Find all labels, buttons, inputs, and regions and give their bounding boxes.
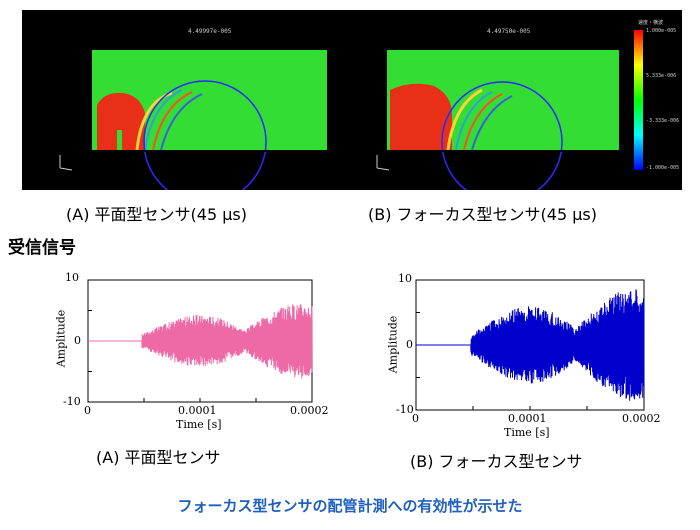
sim-field-a	[92, 50, 327, 204]
colorbar-label-4: -1.000e-005	[646, 165, 680, 171]
plot-a-ylabel: Amplitude	[54, 309, 68, 368]
plot-b-xtick-0: 0	[412, 412, 419, 425]
plot-b: 10 0 -10 0 0.0001 0.0002 Time [s] Amplit…	[370, 270, 670, 445]
plot-b-xlabel: Time [s]	[504, 426, 550, 439]
plot-a-series-line	[88, 304, 313, 379]
plot-b-series-line	[416, 289, 645, 401]
sim-b-caption: (B) フォーカス型センサ(45 μs)	[368, 205, 597, 224]
axis-triad-icon	[59, 155, 73, 171]
colorbar-title: 速度・横波	[638, 20, 664, 26]
sim-a-caption: (A) 平面型センサ(45 μs)	[66, 205, 247, 224]
sim-field-b	[387, 50, 619, 203]
sim-a-title: 4.49997e-005	[188, 28, 232, 35]
plot-a-xlabel: Time [s]	[176, 418, 222, 431]
plot-a-xtick-2: 0.0002	[290, 404, 329, 417]
simulation-panel: 4.49997e-005 4.49750e-005	[22, 10, 682, 204]
plot-b-ytick-top: 10	[398, 272, 412, 285]
plot-b-caption: (B) フォーカス型センサ	[410, 452, 583, 471]
simulation-image: 4.49997e-005 4.49750e-005	[59, 28, 643, 204]
plot-a-xtick-0: 0	[84, 404, 91, 417]
plot-a: 10 0 -10 0 0.0001 0.0002 Time [s] Amplit…	[50, 268, 340, 438]
section-heading: 受信信号	[8, 238, 76, 258]
plot-a-xtick-1: 0.0001	[178, 404, 217, 417]
plot-b-xtick-1: 0.0001	[508, 412, 547, 425]
axis-triad-icon-b	[376, 155, 390, 171]
plot-b-ylabel: Amplitude	[386, 315, 400, 374]
plot-b-ytick-bottom: -10	[396, 403, 414, 416]
colorbar-label-2: 5.333e-006	[646, 73, 677, 79]
colorbar	[634, 30, 643, 170]
plot-a-ytick-bottom: -10	[63, 395, 81, 408]
plot-b-svg	[415, 279, 645, 411]
plot-a-caption: (A) 平面型センサ	[96, 448, 221, 467]
plot-b-xtick-2: 0.0002	[622, 412, 661, 425]
colorbar-label-1: 1.000e-005	[646, 28, 677, 34]
plot-b-ytick-mid: 0	[406, 338, 413, 351]
plot-a-svg	[87, 279, 313, 403]
plot-a-ytick-mid: 0	[74, 334, 81, 347]
colorbar-label-3: -3.333e-006	[646, 118, 680, 124]
conclusion-text: フォーカス型センサの配管計測への有効性が示せた	[177, 497, 523, 515]
plot-a-ytick-top: 10	[65, 271, 79, 284]
sim-b-title: 4.49750e-005	[487, 28, 531, 35]
